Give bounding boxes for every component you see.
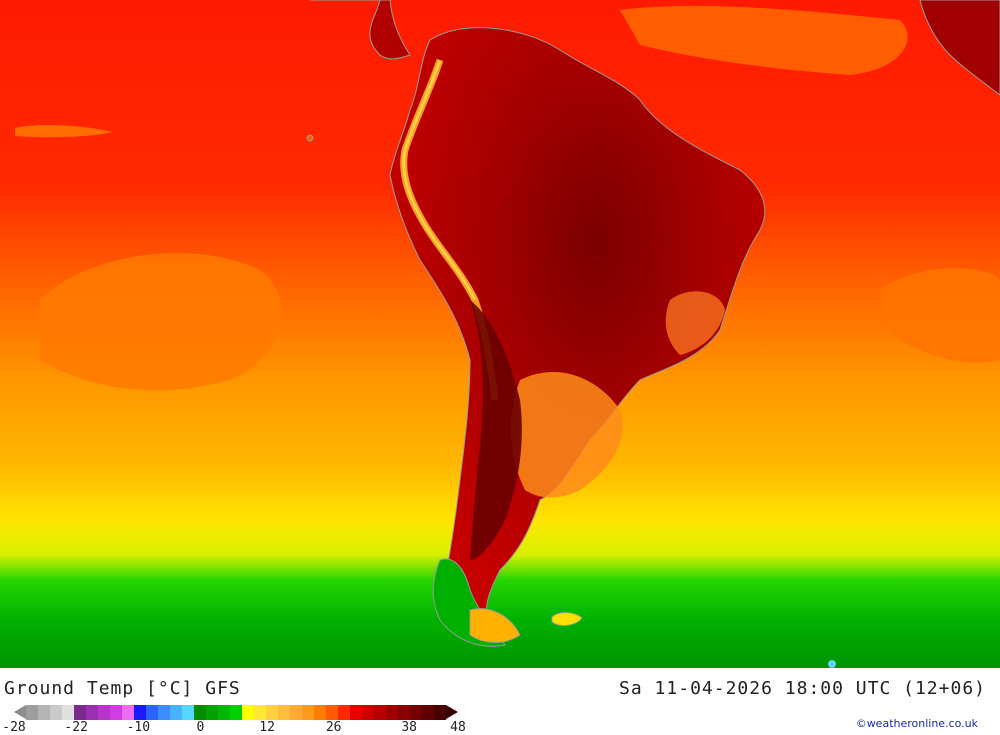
pacific-orange-patch: [40, 253, 282, 391]
legend-swatch: [386, 705, 398, 720]
legend-swatch: [374, 705, 386, 720]
small-island: [828, 660, 836, 668]
legend-swatch: [74, 705, 86, 720]
legend-swatch: [398, 705, 410, 720]
legend-swatch: [62, 705, 74, 720]
legend-tick-label: -10: [126, 720, 151, 735]
legend-swatch: [218, 705, 230, 720]
legend-swatch: [50, 705, 62, 720]
legend-swatch: [86, 705, 98, 720]
legend-swatch: [350, 705, 362, 720]
legend-swatch: [230, 705, 242, 720]
legend-swatch: [206, 705, 218, 720]
legend-swatch: [254, 705, 266, 720]
legend-swatch: [266, 705, 278, 720]
legend-swatch: [338, 705, 350, 720]
legend-tick-label: -22: [64, 720, 88, 735]
north-orange-patch: [620, 5, 908, 75]
legend-tick-label: 12: [259, 720, 275, 735]
west-africa-land: [919, 0, 1000, 96]
legend-tick-label: 48: [450, 720, 466, 735]
legend-tick-label: 26: [325, 720, 342, 735]
legend-tick-label: 0: [196, 720, 205, 735]
patagonia-dark-zone: [470, 300, 522, 560]
legend-swatch: [194, 705, 206, 720]
legend-swatch: [278, 705, 290, 720]
legend-swatch: [98, 705, 110, 720]
legend-swatch: [290, 705, 302, 720]
map-datetime: Sa 11-04-2026 18:00 UTC (12+06): [619, 678, 986, 699]
legend-swatch: [38, 705, 50, 720]
legend-high-arrow: [446, 705, 458, 719]
tierra-del-fuego: [469, 608, 521, 643]
legend-swatch: [122, 705, 134, 720]
legend-swatch: [134, 705, 146, 720]
legend-swatch: [170, 705, 182, 720]
legend-swatch: [158, 705, 170, 720]
legend-tick-label: -28: [2, 720, 26, 735]
map-footer: Ground Temp [°C] GFS Sa 11-04-2026 18:00…: [0, 668, 1000, 735]
legend-swatch: [326, 705, 338, 720]
legend-tick-label: 38: [401, 720, 417, 735]
credit-text: ©weatheronline.co.uk: [855, 717, 978, 730]
legend-low-arrow: [14, 705, 26, 719]
legend-swatch: [182, 705, 194, 720]
legend-swatch: [314, 705, 326, 720]
andes-ridge-inner: [402, 59, 477, 301]
legend-swatch: [434, 705, 446, 720]
legend-swatch: [146, 705, 158, 720]
temperature-map: [0, 0, 1000, 668]
legend-swatch: [302, 705, 314, 720]
brazil-coast-cooler: [665, 291, 725, 355]
color-legend: [26, 705, 446, 720]
atlantic-orange-patch: [880, 268, 1000, 363]
legend-swatch: [26, 705, 38, 720]
legend-swatch: [362, 705, 374, 720]
pampas-cooler-zone: [510, 371, 623, 498]
legend-swatch: [422, 705, 434, 720]
central-america-land: [310, 0, 411, 60]
legend-swatch: [242, 705, 254, 720]
legend-swatch: [110, 705, 122, 720]
falkland-islands: [551, 612, 583, 626]
galapagos-islands: [306, 134, 314, 142]
strip-orange: [15, 125, 112, 138]
map-title: Ground Temp [°C] GFS: [4, 678, 241, 699]
legend-swatch: [410, 705, 422, 720]
